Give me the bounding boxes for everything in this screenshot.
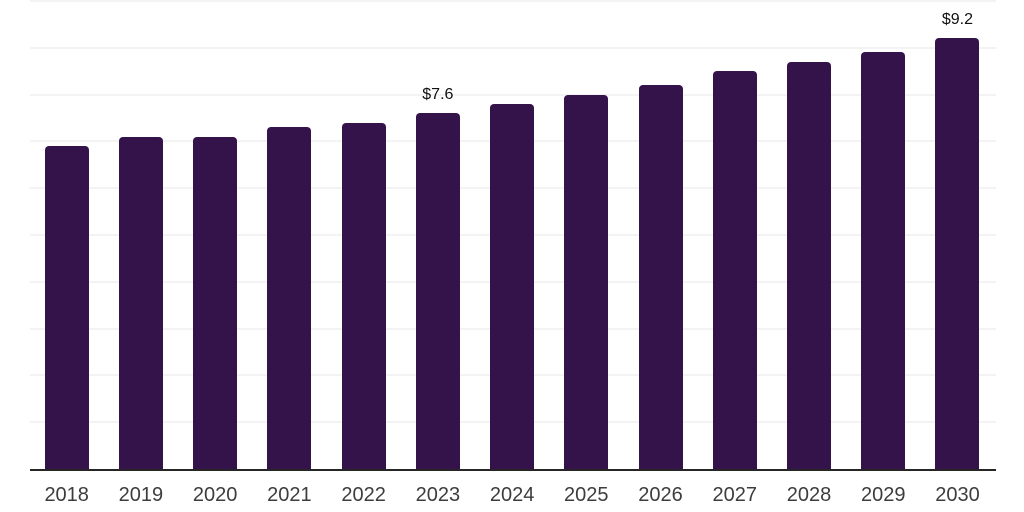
bar-2023 xyxy=(415,113,460,469)
bar-2018 xyxy=(44,146,89,469)
bar-2025 xyxy=(564,94,609,469)
bar-2021 xyxy=(267,127,312,469)
x-tick-label-2028: 2028 xyxy=(786,484,832,506)
value-label-2023: $7.6 xyxy=(422,86,454,104)
x-axis-line xyxy=(30,469,996,471)
x-tick-label-2022: 2022 xyxy=(341,484,386,506)
x-tick-label-2020: 2020 xyxy=(192,484,238,506)
bar-2020 xyxy=(193,136,238,469)
bar-2022 xyxy=(341,122,386,469)
x-tick-label-2029: 2029 xyxy=(860,484,906,506)
gridline-y-8 xyxy=(30,93,996,96)
bar-2029 xyxy=(861,52,906,469)
x-tick-label-2027: 2027 xyxy=(712,484,758,506)
bar-2030 xyxy=(935,38,980,469)
bar-2028 xyxy=(787,61,831,469)
x-tick-label-2023: 2023 xyxy=(415,484,461,506)
x-tick-label-2026: 2026 xyxy=(638,484,683,506)
bar-2024 xyxy=(490,103,535,469)
gridline-y-10 xyxy=(30,0,996,2)
x-tick-label-2018: 2018 xyxy=(44,484,89,506)
gridline-y-9 xyxy=(30,46,996,49)
x-tick-label-2025: 2025 xyxy=(564,484,609,506)
x-tick-label-2019: 2019 xyxy=(118,484,164,506)
value-label-2030: $9.2 xyxy=(941,11,974,29)
bar-2019 xyxy=(118,136,163,469)
bar-2026 xyxy=(638,85,683,469)
x-tick-label-2024: 2024 xyxy=(489,484,535,506)
x-tick-label-2030: 2030 xyxy=(935,484,980,506)
bar-2027 xyxy=(712,71,757,469)
x-tick-label-2021: 2021 xyxy=(267,484,312,506)
